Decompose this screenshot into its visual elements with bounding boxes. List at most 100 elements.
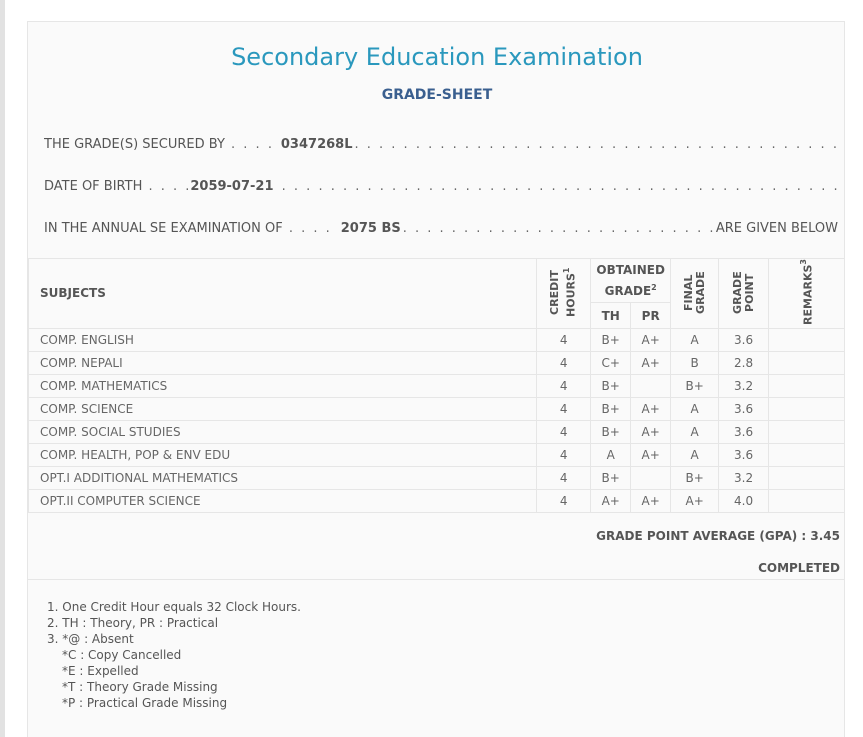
date-of-birth-line: DATE OF BIRTH . . . . . 2059-07-21 . . .… (44, 179, 838, 194)
gpa-summary: GRADE POINT AVERAGE (GPA) : 3.45 (596, 529, 840, 543)
practical-grade-cell: A+ (630, 396, 672, 421)
remarks-cell (768, 373, 845, 398)
final-grade-cell: B (670, 350, 720, 375)
grade-point-cell: 2.8 (718, 350, 770, 375)
grade-sheet: Secondary Education Examination GRADE-SH… (27, 21, 845, 737)
exam-year: 2075 BS (340, 221, 401, 236)
subjects-header: SUBJECTS (27, 258, 538, 329)
secured-by-line: THE GRADE(S) SECURED BY . . . . . . 0347… (44, 137, 838, 152)
subject-cell: COMP. HEALTH, POP & ENV EDU (27, 442, 538, 467)
remarks-cell (768, 396, 845, 421)
grade-point-cell: 3.6 (718, 327, 770, 352)
credit-hours-cell: 4 (536, 327, 592, 352)
subject-cell: COMP. NEPALI (27, 350, 538, 375)
credit-hours-cell: 4 (536, 350, 592, 375)
remarks-cell (768, 419, 845, 444)
table-row: OPT.I ADDITIONAL MATHEMATICS 4 B+ B+ 3.2 (27, 465, 845, 490)
leader-dots: . . . . . . . . . . . . . . . . . . . . … (402, 221, 716, 236)
theory-grade-cell: A+ (590, 488, 632, 513)
credit-hours-cell: 4 (536, 465, 592, 490)
exam-year-line: IN THE ANNUAL SE EXAMINATION OF . . . . … (44, 221, 838, 236)
divider (28, 579, 845, 580)
obtained-grade-header: OBTAINED GRADE2 (590, 257, 672, 304)
remarks-header: REMARKS3 (768, 258, 845, 329)
practical-grade-cell: A+ (630, 419, 672, 444)
practical-grade-cell: A+ (630, 442, 672, 467)
footnote: *C : Copy Cancelled (62, 648, 182, 662)
footnote: 2. TH : Theory, PR : Practical (47, 616, 219, 630)
practical-grade-cell (630, 465, 672, 490)
practical-grade-cell: A+ (630, 327, 672, 352)
footnote: *T : Theory Grade Missing (62, 680, 218, 694)
date-of-birth: 2059-07-21 (190, 179, 274, 194)
remarks-cell (768, 442, 845, 467)
theory-header: TH (590, 302, 632, 329)
subject-cell: COMP. SOCIAL STUDIES (27, 419, 538, 444)
credit-hours-cell: 4 (536, 396, 592, 421)
subject-cell: COMP. MATHEMATICS (27, 373, 538, 398)
final-grade-cell: A (670, 442, 720, 467)
table-row: COMP. HEALTH, POP & ENV EDU 4 A A+ A 3.6 (27, 442, 845, 467)
leader-dots: . . . . . . . . . . . . . . . . . . . . … (354, 137, 839, 152)
credit-hours-header: CREDIT HOURS1 (536, 258, 592, 329)
final-grade-cell: A (670, 419, 720, 444)
footnote: 1. One Credit Hour equals 32 Clock Hours… (47, 600, 301, 614)
footnotes: 1. One Credit Hour equals 32 Clock Hours… (47, 599, 301, 711)
grade-sheet-heading: GRADE-SHEET (381, 87, 493, 103)
footnote: 3. *@ : Absent (47, 632, 134, 646)
leader-dots: . . . . . . (231, 137, 279, 152)
dob-label: DATE OF BIRTH (44, 179, 143, 194)
final-grade-cell: A (670, 327, 720, 352)
theory-grade-cell: A (590, 442, 632, 467)
grade-point-cell: 3.6 (718, 442, 770, 467)
table-row: COMP. SOCIAL STUDIES 4 B+ A+ A 3.6 (27, 419, 845, 444)
final-grade-cell: B+ (670, 373, 720, 398)
leader-dots: . . . . . . (288, 221, 339, 236)
left-edge-bar (0, 0, 5, 737)
final-grade-cell: A (670, 396, 720, 421)
exam-title: Secondary Education Examination (231, 43, 643, 71)
remarks-cell (768, 465, 845, 490)
theory-grade-cell: B+ (590, 465, 632, 490)
theory-grade-cell: B+ (590, 327, 632, 352)
theory-grade-cell: B+ (590, 419, 632, 444)
table-row: COMP. SCIENCE 4 B+ A+ A 3.6 (27, 396, 845, 421)
grade-point-cell: 4.0 (718, 488, 770, 513)
exam-label: IN THE ANNUAL SE EXAMINATION OF (44, 221, 283, 236)
credit-hours-cell: 4 (536, 442, 592, 467)
grade-point-cell: 3.6 (718, 396, 770, 421)
footnote: *E : Expelled (62, 664, 139, 678)
remarks-cell (768, 350, 845, 375)
final-grade-cell: A+ (670, 488, 720, 513)
table-row: OPT.II COMPUTER SCIENCE 4 A+ A+ A+ 4.0 (27, 488, 845, 513)
table-row: COMP. NEPALI 4 C+ A+ B 2.8 (27, 350, 845, 375)
credit-hours-cell: 4 (536, 419, 592, 444)
leader-dots: . . . . . . . . . . . . . . . . . . . . … (281, 179, 838, 194)
final-grade-cell: B+ (670, 465, 720, 490)
credit-hours-cell: 4 (536, 488, 592, 513)
credit-hours-cell: 4 (536, 373, 592, 398)
grade-point-cell: 3.6 (718, 419, 770, 444)
practical-grade-cell: A+ (630, 350, 672, 375)
subject-cell: COMP. ENGLISH (27, 327, 538, 352)
grade-point-cell: 3.2 (718, 373, 770, 398)
practical-header: PR (630, 302, 672, 329)
result-status: COMPLETED (758, 561, 840, 575)
theory-grade-cell: C+ (590, 350, 632, 375)
theory-grade-cell: B+ (590, 373, 632, 398)
footnote: *P : Practical Grade Missing (62, 696, 228, 710)
secured-by-label: THE GRADE(S) SECURED BY (44, 137, 225, 152)
table-row: COMP. ENGLISH 4 B+ A+ A 3.6 (27, 327, 845, 352)
subject-cell: OPT.I ADDITIONAL MATHEMATICS (27, 465, 538, 490)
symbol-number: 0347268L (280, 137, 353, 152)
remarks-cell (768, 488, 845, 513)
leader-dots: . . . . . (148, 179, 188, 194)
theory-grade-cell: B+ (590, 396, 632, 421)
grade-point-cell: 3.2 (718, 465, 770, 490)
remarks-cell (768, 327, 845, 352)
subject-cell: OPT.II COMPUTER SCIENCE (27, 488, 538, 513)
practical-grade-cell: A+ (630, 488, 672, 513)
table-row: COMP. MATHEMATICS 4 B+ B+ 3.2 (27, 373, 845, 398)
practical-grade-cell (630, 373, 672, 398)
exam-tail-text: ARE GIVEN BELOW (715, 221, 838, 236)
